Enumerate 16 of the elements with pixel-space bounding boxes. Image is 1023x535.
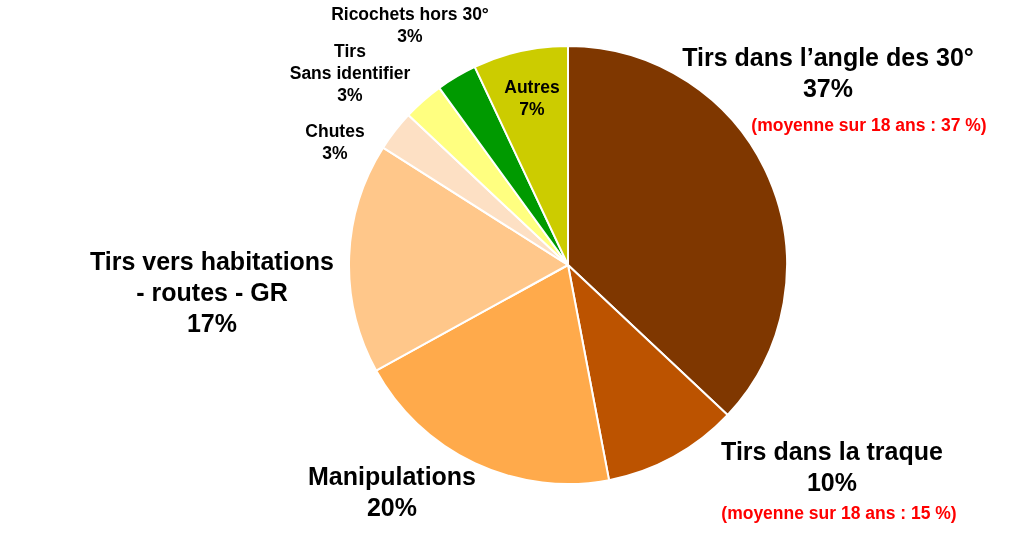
slice-label: Tirs dans la traque bbox=[721, 437, 944, 465]
slice-label: Manipulations bbox=[307, 462, 477, 490]
text: (moyenne sur 18 ans : 37 %) bbox=[751, 115, 987, 135]
text: (moyenne sur 18 ans : 15 %) bbox=[721, 503, 957, 523]
slice-label: Tirs vers habitations - routes - GR bbox=[89, 247, 335, 306]
slice-label: Tirs dans l’angle des 30° bbox=[682, 43, 974, 71]
data-label: 17% bbox=[186, 309, 238, 337]
data-label: 37% bbox=[802, 74, 854, 102]
data-label: 20% bbox=[366, 493, 418, 521]
slice-label: Autres bbox=[504, 77, 560, 97]
slice-label: Ricochets hors 30° bbox=[331, 4, 489, 24]
data-label: 10% bbox=[806, 468, 858, 496]
data-label: 3% bbox=[337, 85, 364, 105]
slice-label: Chutes bbox=[305, 121, 365, 141]
data-label: 7% bbox=[519, 99, 546, 119]
data-label: 3% bbox=[322, 143, 349, 163]
